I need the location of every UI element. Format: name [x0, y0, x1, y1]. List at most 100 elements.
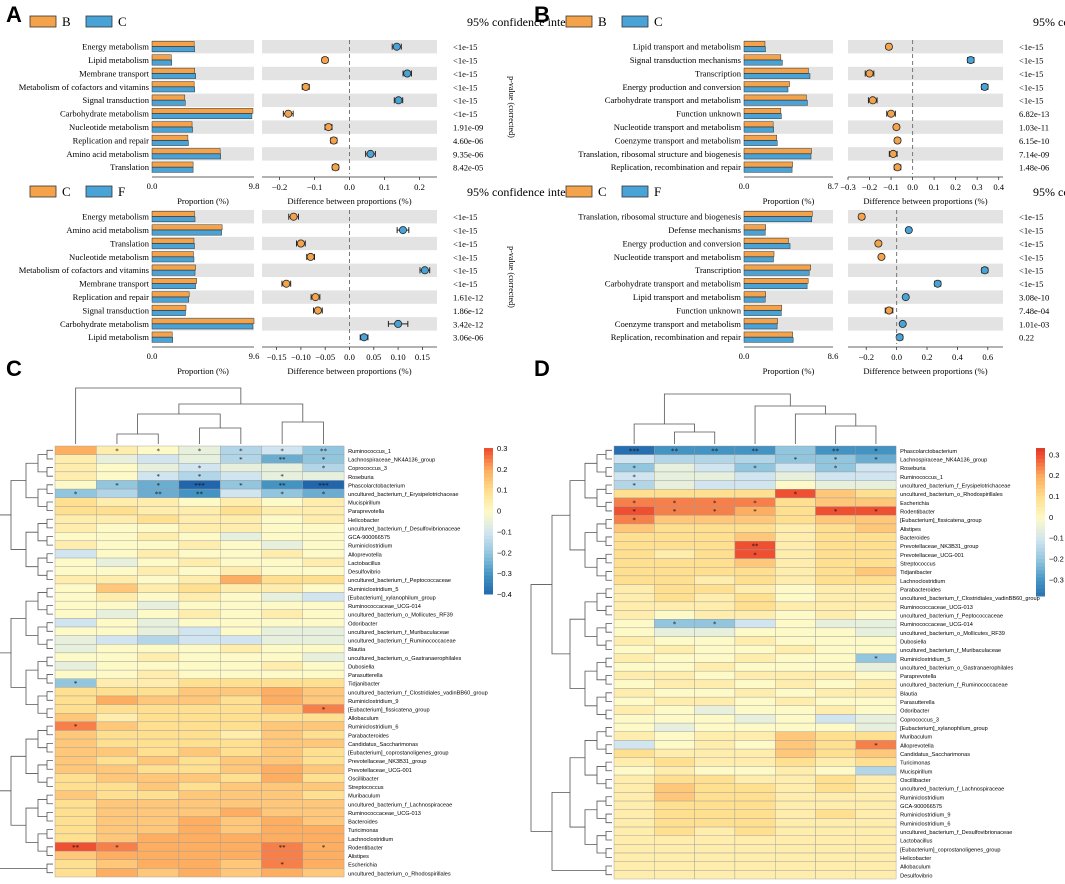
heat-cell [613, 766, 655, 776]
p-value: <1e-15 [453, 225, 477, 235]
dendro-link [674, 431, 716, 444]
heat-cell [54, 850, 97, 860]
signif-mark: * [753, 551, 757, 559]
scale-step [1036, 584, 1045, 590]
dendro-link [605, 692, 612, 702]
heat-cell [261, 626, 303, 636]
dendro-link [835, 425, 877, 444]
heat-cell [302, 825, 345, 835]
row-label: Escherichia [900, 501, 930, 507]
heat-cell [734, 679, 776, 689]
x-label: Difference between proportions (%) [287, 366, 411, 376]
heat-cell [219, 747, 262, 757]
heat-cell [302, 575, 345, 585]
heat-cell [96, 618, 138, 628]
p-value: <1e-15 [1019, 42, 1043, 52]
heat-cell [815, 800, 856, 810]
heat-cell [613, 809, 655, 819]
heat-cell [613, 627, 655, 637]
row-label: Dubosiella [900, 639, 927, 645]
diff-point [865, 69, 874, 78]
heat-cell [694, 627, 736, 637]
row-label: Candidatus_Saccharimonas [900, 752, 970, 758]
scale-step [484, 542, 493, 548]
dendro-link [178, 403, 304, 422]
heat-cell [775, 549, 816, 559]
scale-step [484, 448, 493, 453]
heat-cell [694, 835, 736, 845]
heat-cell [613, 826, 655, 836]
scale-step [1036, 499, 1045, 504]
heat-cell [137, 583, 180, 593]
heat-cell [654, 731, 695, 741]
bar-group2 [151, 296, 189, 303]
heat-cell [654, 800, 695, 810]
heat-cell [137, 592, 180, 602]
heat-cell [54, 644, 97, 654]
row-label: Mucispirillum [348, 501, 381, 507]
heat-cell [855, 497, 897, 507]
heat-cell [302, 471, 345, 481]
heat-cell [96, 497, 138, 507]
heat-cell [178, 738, 221, 748]
heat-cell [654, 826, 695, 836]
heat-cell [261, 687, 303, 697]
dendro-link [584, 601, 597, 637]
signif-mark: * [74, 723, 78, 731]
heat-cell [855, 688, 897, 698]
row-label: Ruminiclostridium_6 [900, 821, 950, 827]
ci-title: 95% confidence intervals [1033, 185, 1065, 199]
heat-cell [302, 850, 345, 860]
row-label: Coenzyme transport and metabolism [615, 319, 742, 329]
heat-cell [261, 497, 303, 507]
tick-label: −0.2 [862, 182, 878, 192]
legend-swatch [565, 185, 593, 198]
dendro-link [663, 393, 791, 424]
heat-cell [654, 575, 695, 585]
heat-cell [855, 818, 897, 828]
heat-cell [815, 523, 856, 533]
heat-cell [54, 454, 97, 464]
stripe [848, 210, 1003, 224]
stripe [848, 66, 1003, 81]
row-label: Helicobacter [900, 856, 931, 862]
dendro-link [605, 640, 612, 650]
heat-cell [734, 644, 776, 655]
signif-mark: * [632, 482, 636, 490]
bar-group1 [743, 278, 809, 284]
p-value: <1e-15 [1019, 252, 1043, 262]
diff-point [857, 212, 866, 221]
heat-cell [96, 773, 138, 783]
scale-tick: 0.2 [1049, 471, 1059, 480]
scale-step [484, 531, 493, 537]
row-label: Alistipes [348, 854, 369, 860]
heat-cell [775, 809, 816, 819]
row-label: Lipid metabolism [88, 55, 149, 65]
bar-group1 [743, 54, 782, 61]
row-label: Desulfovibrio [348, 570, 380, 576]
heat-cell [815, 644, 856, 655]
row-label: uncultured_bacterium_f_Ruminococcaceae [348, 639, 456, 645]
heat-cell [815, 766, 856, 776]
heat-cell [815, 722, 856, 732]
ci-title: 95% confidence intervals [467, 185, 589, 199]
heat-cell [261, 738, 303, 748]
stripe [848, 263, 1003, 277]
heat-cell [694, 792, 736, 802]
heat-cell [734, 844, 776, 854]
heat-cell [855, 567, 897, 577]
bar-group1 [151, 54, 172, 61]
diff-point [324, 123, 333, 132]
signif-mark: * [198, 465, 202, 473]
heat-cell [815, 835, 856, 845]
row-label: [Eubacterium]_xylanophilum_group [348, 595, 436, 601]
bar-group2 [151, 59, 173, 66]
scale-step [484, 579, 493, 584]
heat-cell [137, 678, 180, 688]
tick-label: 0.05 [366, 352, 381, 362]
heat-cell [96, 825, 138, 835]
heat-cell [654, 644, 695, 655]
heat-cell [219, 799, 262, 809]
heat-cell [219, 644, 262, 654]
p-value: <1e-15 [1019, 266, 1043, 276]
